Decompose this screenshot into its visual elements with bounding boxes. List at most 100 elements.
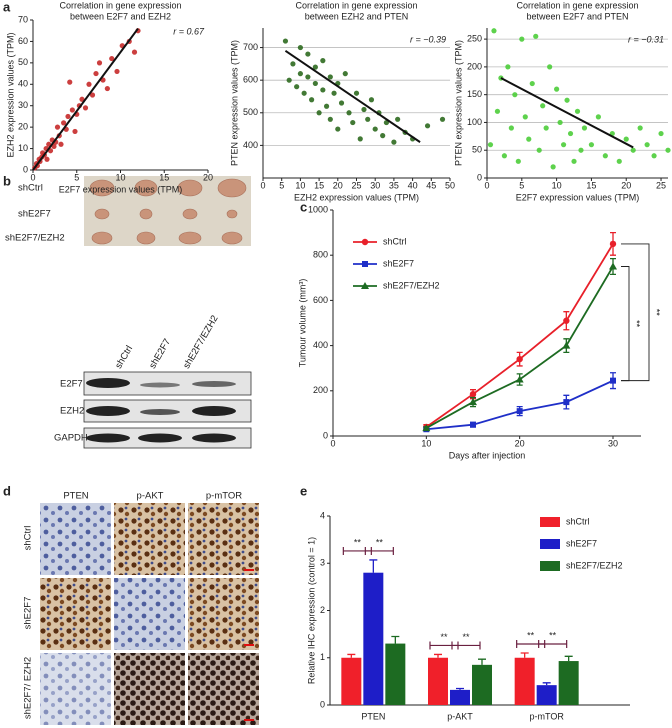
point [297, 71, 303, 77]
x-tick-label: 5 [279, 180, 284, 190]
trend-line [32, 27, 139, 171]
series-line [425, 243, 614, 428]
x-tick-label: 0 [330, 438, 335, 448]
error-bar [369, 559, 378, 573]
legend-label: shE2F7/EZH2 [566, 560, 623, 570]
legend-label: shCtrl [566, 516, 590, 526]
marker [610, 377, 616, 384]
point [54, 124, 61, 130]
x-tick-label: 20 [333, 180, 343, 190]
y-tick-label: 20 [18, 122, 28, 132]
point [616, 158, 622, 164]
point [487, 142, 494, 148]
y-tick-label: 500 [243, 107, 258, 117]
point [58, 141, 64, 147]
point [65, 113, 71, 120]
point [391, 139, 397, 145]
annotation: r = −0.39 [410, 34, 446, 44]
x-tick-label: 15 [159, 172, 169, 182]
x-tick-label: 20 [203, 172, 213, 182]
y-tick-label: 400 [313, 340, 328, 350]
error-bar [391, 635, 400, 644]
y-tick-label: 600 [313, 295, 328, 305]
x-tick-label: 0 [260, 180, 265, 190]
ihc-images [40, 503, 259, 725]
error-bar [434, 653, 442, 658]
point [109, 55, 115, 62]
marker [609, 240, 617, 248]
y-tick-label: 250 [467, 33, 482, 43]
error-bar [478, 658, 486, 665]
blot-column: shE2F7 [147, 337, 173, 371]
point [69, 107, 75, 113]
legend-label: shE2F7 [566, 538, 597, 548]
point [519, 36, 525, 42]
point [342, 71, 348, 77]
column-label: PTEN [63, 491, 88, 502]
significance: ** [652, 309, 662, 317]
point [305, 74, 311, 80]
blot-bands [86, 378, 236, 443]
significance-bracket [621, 266, 630, 382]
point [581, 125, 588, 131]
bar [363, 572, 384, 705]
legend-marker [361, 238, 369, 246]
point [350, 119, 356, 126]
error-bar [542, 682, 551, 686]
blot-column: shE2F7/EZH2 [181, 314, 220, 371]
point [665, 147, 671, 153]
x-tick-label: 20 [621, 180, 631, 190]
x-tick-label: 50 [445, 180, 455, 190]
point [312, 64, 318, 70]
point [331, 90, 337, 96]
error-bar [564, 655, 573, 662]
point [543, 125, 549, 131]
point [301, 90, 307, 96]
marker [469, 398, 477, 406]
point [327, 74, 333, 80]
y-tick-label: 40 [18, 79, 28, 89]
point [294, 84, 300, 90]
y-tick-label: 10 [18, 143, 28, 153]
x-tick-label: 5 [74, 172, 79, 182]
legend-label: shCtrl [383, 236, 407, 246]
bar [450, 689, 470, 705]
y-tick-label: 0 [320, 699, 325, 709]
x-tick-label: 25 [351, 180, 361, 190]
blot-row: GAPDH [54, 433, 88, 444]
point [529, 80, 535, 87]
significance-bracket [364, 546, 394, 555]
point [505, 64, 511, 70]
x-tick-label: 30 [370, 180, 380, 190]
x-tick-label: p-mTOR [529, 711, 564, 721]
point [630, 147, 636, 153]
point [567, 130, 574, 137]
point [44, 156, 50, 162]
point [282, 38, 289, 44]
row-label: shE2F7 [18, 209, 51, 220]
y-tick-label: 0 [23, 164, 28, 174]
point [595, 114, 601, 120]
x-tick-label: 10 [295, 180, 305, 190]
y-tick-label: 4 [320, 510, 325, 520]
y-tick-label: 200 [313, 385, 328, 395]
panel-label: e [300, 483, 307, 498]
point [550, 164, 556, 170]
point [602, 153, 608, 159]
point [651, 153, 657, 159]
trend-line [284, 49, 421, 143]
point [114, 68, 120, 75]
point [368, 97, 375, 103]
point [323, 103, 330, 109]
chart-title: Correlation in gene expression [295, 0, 417, 10]
x-tick-label: 30 [608, 438, 618, 448]
marker [563, 317, 570, 324]
y-tick-label: 700 [243, 42, 258, 52]
row-label: shCtrl [23, 526, 34, 551]
significance: ** [440, 632, 448, 642]
legend-marker [362, 261, 368, 267]
significance: ** [527, 630, 535, 640]
point [316, 110, 322, 116]
error-bar [520, 652, 529, 658]
y-tick-label: 1 [320, 652, 325, 662]
